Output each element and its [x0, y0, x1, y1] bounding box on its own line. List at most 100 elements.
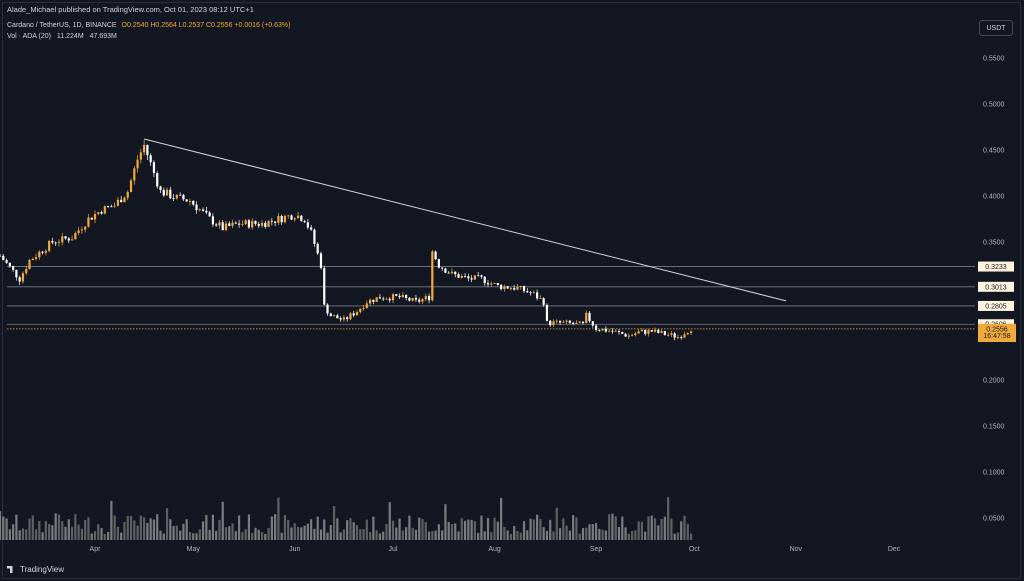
- volume-bar: [382, 531, 385, 540]
- x-tick-label: Aug: [488, 546, 501, 553]
- volume-bar: [107, 531, 110, 540]
- candle-body: [143, 144, 146, 153]
- candle-body: [260, 222, 264, 226]
- volume-bar: [601, 529, 604, 540]
- candle-body: [539, 298, 542, 299]
- candle-body: [588, 312, 591, 322]
- candle-body: [657, 329, 660, 333]
- volume-bar: [198, 529, 201, 540]
- candle-body: [450, 271, 454, 274]
- volume-bar: [319, 529, 323, 540]
- symbol-name[interactable]: Cardano / TetherUS, 1D, BINANCE: [7, 22, 117, 29]
- candle-body: [300, 215, 303, 222]
- candle-body: [441, 267, 444, 269]
- bar-countdown: 16:47:58: [978, 332, 1016, 342]
- volume-bars: [0, 497, 693, 540]
- currency-button[interactable]: USDT: [979, 20, 1013, 36]
- candle-body: [650, 330, 653, 332]
- candle-body: [395, 294, 398, 296]
- volume-bar: [519, 532, 522, 540]
- volume-bar: [493, 517, 496, 540]
- candle-body: [421, 299, 424, 302]
- candle-body: [382, 298, 385, 300]
- volume-bar: [247, 514, 251, 540]
- volume-bar: [224, 527, 228, 540]
- volume-bar: [689, 533, 693, 540]
- volume-bar: [369, 532, 372, 540]
- volume-bar: [64, 526, 67, 540]
- candle-body: [2, 255, 5, 261]
- candle-body: [34, 257, 38, 259]
- candle-body: [152, 162, 156, 173]
- volume-bar: [264, 533, 267, 540]
- volume-bar: [450, 523, 454, 540]
- candle-body: [673, 333, 676, 338]
- candle-body: [323, 267, 326, 305]
- volume-ma-value: 47.693M: [89, 33, 117, 40]
- volume-bar: [365, 519, 368, 540]
- volume-bar: [48, 524, 51, 540]
- candle-body: [427, 296, 431, 301]
- candle-body: [303, 221, 306, 223]
- candle-body: [644, 330, 647, 334]
- volume-bar: [539, 518, 542, 540]
- volume-bar: [277, 497, 280, 540]
- volume-bar: [441, 530, 444, 540]
- candle-body: [608, 330, 611, 332]
- volume-bar: [156, 514, 159, 540]
- candle-body: [80, 229, 83, 231]
- candle-body: [165, 189, 169, 196]
- volume-bar: [77, 524, 80, 540]
- volume-bar: [12, 524, 15, 540]
- volume-bar: [611, 513, 614, 540]
- volume-bar: [313, 528, 316, 540]
- volume-bar: [290, 527, 293, 540]
- volume-bar: [467, 519, 470, 540]
- candle-body: [578, 321, 581, 323]
- volume-label[interactable]: Vol · ADA (20): [7, 33, 51, 40]
- volume-bar: [0, 511, 2, 540]
- level-label: 0.3013: [985, 284, 1007, 291]
- volume-bar: [185, 519, 188, 540]
- candle-body: [369, 299, 372, 304]
- candle-body: [221, 222, 224, 231]
- candle-body: [169, 189, 172, 199]
- candle-body: [647, 330, 650, 334]
- volume-bar: [175, 525, 178, 540]
- candle-body: [126, 191, 129, 198]
- candle-body: [247, 220, 251, 228]
- candle-body: [319, 253, 323, 268]
- candle-body: [542, 298, 545, 305]
- volume-bar: [70, 526, 74, 540]
- volume-bar: [270, 516, 273, 540]
- volume-bar: [637, 521, 640, 540]
- candle-body: [568, 320, 571, 323]
- volume-bar: [100, 528, 103, 540]
- volume-bar: [336, 518, 339, 540]
- candle-body: [120, 199, 123, 203]
- candle-body: [575, 322, 578, 324]
- volume-bar: [257, 529, 260, 540]
- volume-bar: [110, 500, 113, 540]
- candle-body: [329, 313, 332, 317]
- volume-bar: [483, 531, 486, 540]
- candle-body: [640, 330, 644, 332]
- candle-body: [378, 297, 382, 299]
- candle-body: [680, 336, 683, 338]
- y-tick-label: 0.5000: [983, 102, 1005, 109]
- candle-body: [627, 335, 630, 337]
- candle-body: [516, 286, 519, 290]
- volume-bar: [473, 521, 476, 540]
- volume-bar: [362, 529, 365, 540]
- volume-bar: [405, 527, 408, 540]
- volume-bar: [500, 497, 503, 540]
- last-price-box: [978, 323, 1016, 334]
- candle-body: [211, 216, 214, 225]
- volume-bar: [516, 531, 519, 540]
- volume-bar: [421, 518, 424, 540]
- volume-bar: [398, 518, 401, 540]
- volume-bar: [283, 515, 287, 540]
- volume-bar: [93, 531, 97, 540]
- candle-body: [100, 212, 103, 214]
